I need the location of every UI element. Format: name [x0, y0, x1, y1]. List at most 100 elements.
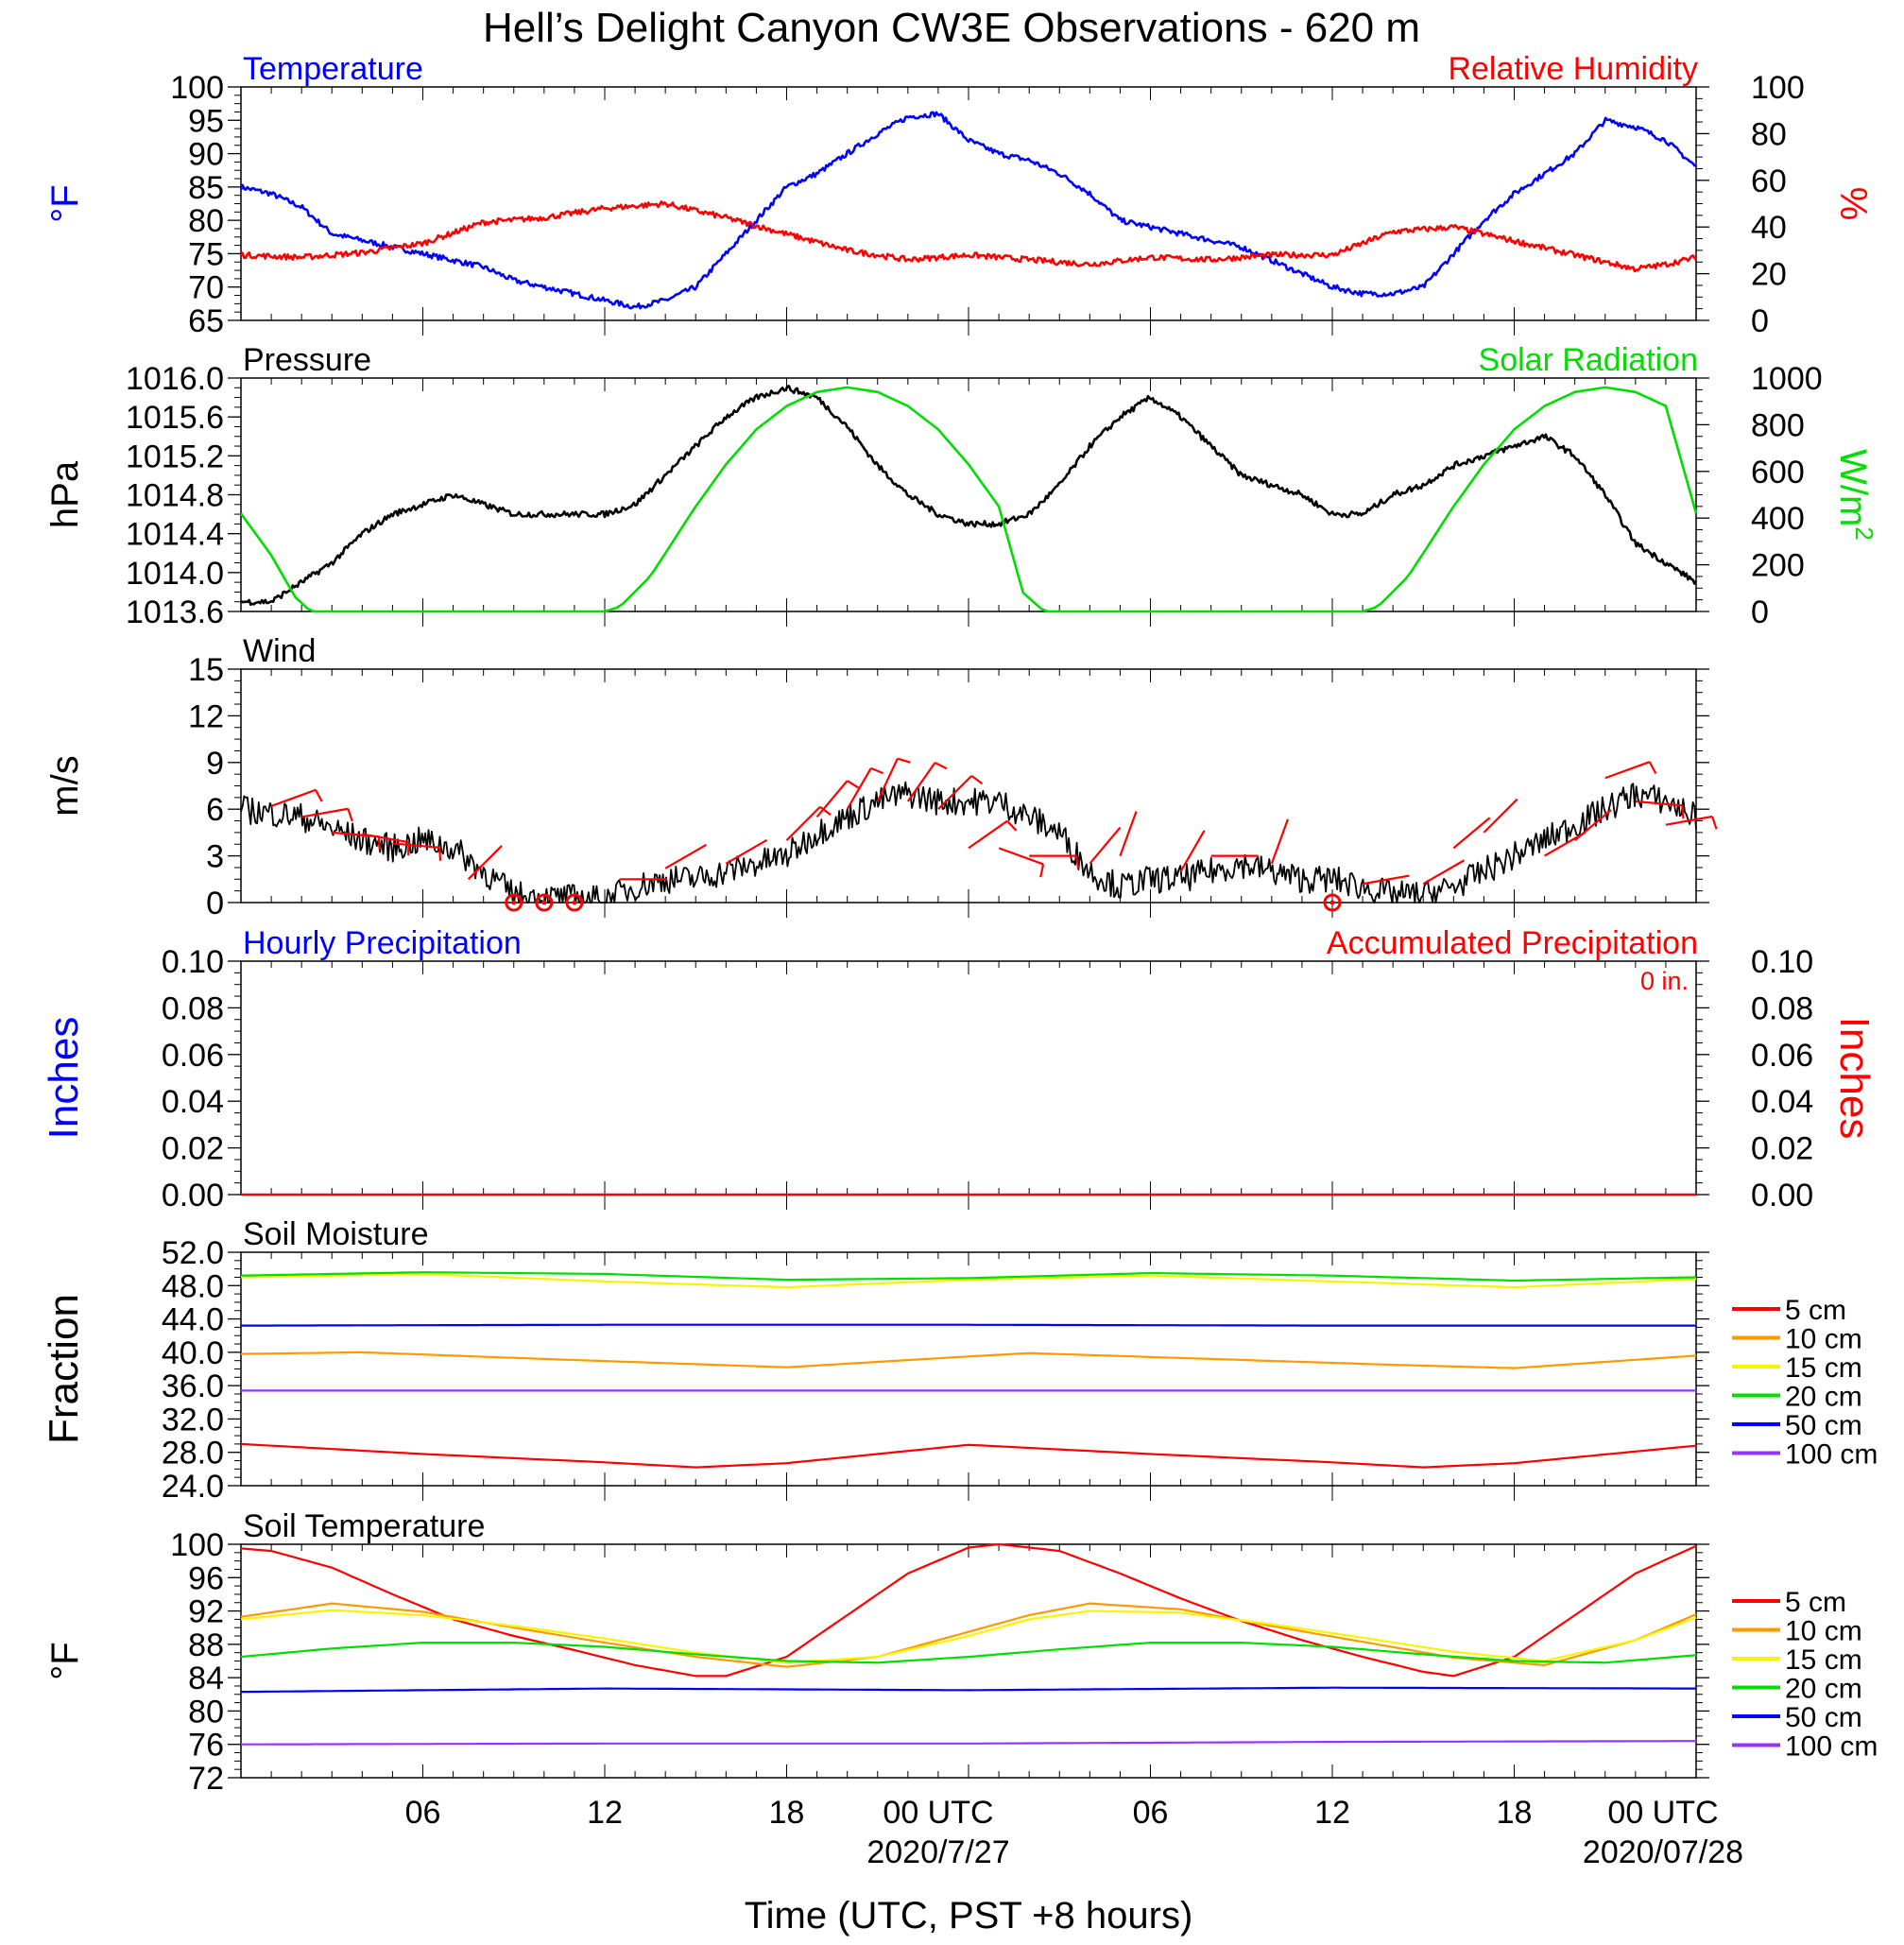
y-tick-label-left: 1014.4	[126, 517, 224, 553]
wind-barb	[1422, 859, 1466, 886]
wind-barb-flag	[438, 847, 442, 861]
y-tick-label-left: 84	[188, 1661, 224, 1696]
y-tick-label-left: 100	[170, 70, 224, 106]
wind-barb	[1362, 874, 1410, 886]
series-line-5	[241, 1686, 1696, 1694]
legend-label: 20 cm	[1785, 1674, 1862, 1705]
y-tick-label-right: 0.02	[1751, 1131, 1813, 1167]
y-tick-label-left: 1016.0	[126, 361, 224, 397]
y-axis-label-left: Fraction	[41, 1294, 87, 1444]
legend-label: 100 cm	[1785, 1439, 1878, 1471]
wind-barb	[362, 833, 409, 844]
series-line-1	[240, 1442, 1697, 1469]
series-line-1	[239, 111, 1697, 310]
y-tick-label-left: 15	[188, 652, 224, 688]
y-tick-label-left: 80	[188, 1694, 224, 1730]
series-line-5	[241, 1323, 1696, 1327]
y-tick-label-left: 95	[188, 103, 224, 139]
legend-label: 10 cm	[1785, 1616, 1862, 1647]
wind-barb-flag	[1075, 855, 1080, 869]
x-tick-label: 00 UTC	[1607, 1795, 1718, 1831]
y-tick-label-left: 6	[206, 792, 224, 828]
y-tick-label-right: 0.10	[1751, 944, 1813, 980]
series-line-2	[239, 386, 1698, 613]
y-tick-label-left: 0.10	[162, 944, 224, 980]
y-tick-label-right: 0.06	[1751, 1038, 1813, 1074]
wind-barb-flag	[897, 757, 911, 764]
wind-barb	[785, 806, 821, 841]
wind-barb	[1119, 811, 1138, 856]
y-tick-label-left: 76	[188, 1728, 224, 1764]
wind-barb	[1665, 815, 1713, 826]
y-tick-label-left: 0.00	[162, 1178, 224, 1213]
panel-title-left: Temperature	[243, 51, 423, 87]
wind-barb-flag	[315, 789, 323, 802]
legend-label: 5 cm	[1785, 1587, 1846, 1618]
chart-title: Hell’s Delight Canyon CW3E Observations …	[483, 5, 1420, 51]
y-axis-label-left: Inches	[41, 1017, 87, 1140]
x-axis-label: Time (UTC, PST +8 hours)	[745, 1895, 1193, 1936]
y-tick-label-left: 90	[188, 137, 224, 173]
wind-barb-flag	[970, 774, 984, 785]
y-tick-label-left: 40.0	[162, 1335, 224, 1371]
panel-4: 0.00 0.02 0.04 0.06 0.08 0.10 0.00 0.02 0.04 0.06…	[41, 925, 1878, 1213]
y-tick-label-left: 0.08	[162, 990, 224, 1026]
wind-barb	[725, 838, 768, 865]
y-tick-label-right: 40	[1751, 210, 1787, 246]
series-line-3	[240, 1609, 1697, 1664]
y-axis-label-left: m/s	[44, 755, 86, 816]
x-tick-label: 06	[1133, 1795, 1169, 1831]
y-tick-label-left: 1014.0	[126, 556, 224, 592]
panel-title-right: Accumulated Precipitation	[1327, 925, 1698, 961]
y-tick-label-left: 32.0	[162, 1402, 224, 1437]
y-tick-label-left: 72	[188, 1761, 224, 1797]
y-tick-label-left: 36.0	[162, 1368, 224, 1404]
y-axis-label-right: W/m2	[1832, 449, 1878, 541]
y-axis-label-right: Inches	[1831, 1017, 1878, 1140]
legend-label: 100 cm	[1785, 1731, 1878, 1763]
wind-barb-flag	[1006, 819, 1018, 832]
wind-barb-flag	[1648, 761, 1657, 775]
wind-barb	[467, 845, 503, 881]
series-line-3	[240, 1272, 1697, 1289]
wind-barb-flag	[819, 805, 832, 817]
series-line-1	[240, 781, 1697, 904]
x-tick-label: 12	[587, 1795, 623, 1831]
y-axis-label-left: hPa	[44, 460, 86, 528]
calm-wind-marker-center	[572, 900, 577, 905]
y-tick-label-left: 44.0	[162, 1302, 224, 1338]
y-tick-label-right: 800	[1751, 407, 1805, 443]
wind-barb	[1483, 798, 1518, 834]
y-tick-label-left: 80	[188, 203, 224, 239]
wind-barb	[664, 843, 708, 869]
accumulated-total-label: 0 in.	[1640, 967, 1689, 995]
x-date-label: 2020/7/27	[866, 1834, 1009, 1870]
wind-barb	[1089, 826, 1122, 865]
legend-label: 10 cm	[1785, 1324, 1862, 1355]
panel-title-left: Pressure	[243, 342, 371, 378]
y-tick-label-right: 0.00	[1751, 1178, 1813, 1213]
series-line-1	[240, 385, 1698, 607]
y-tick-label-left: 85	[188, 170, 224, 206]
wind-barb	[906, 762, 936, 802]
wind-barb-flag	[870, 766, 884, 775]
y-tick-label-right: 400	[1751, 501, 1805, 537]
wind-barb-flag	[935, 762, 948, 770]
wind-barb	[846, 767, 872, 810]
y-tick-label-right: 200	[1751, 548, 1805, 584]
wind-barb	[392, 842, 440, 849]
y-tick-label-right: 80	[1751, 116, 1787, 152]
wind-barb	[998, 847, 1044, 866]
wind-barb	[876, 758, 899, 802]
legend-label: 15 cm	[1785, 1644, 1862, 1676]
panel-title-right: Solar Radiation	[1479, 342, 1698, 378]
y-axis-label-right: %	[1832, 187, 1874, 221]
y-tick-label-left: 28.0	[162, 1436, 224, 1472]
superscript-2: 2	[1850, 526, 1878, 540]
wind-barb	[1604, 761, 1651, 780]
y-tick-label-right: 100	[1751, 70, 1805, 106]
